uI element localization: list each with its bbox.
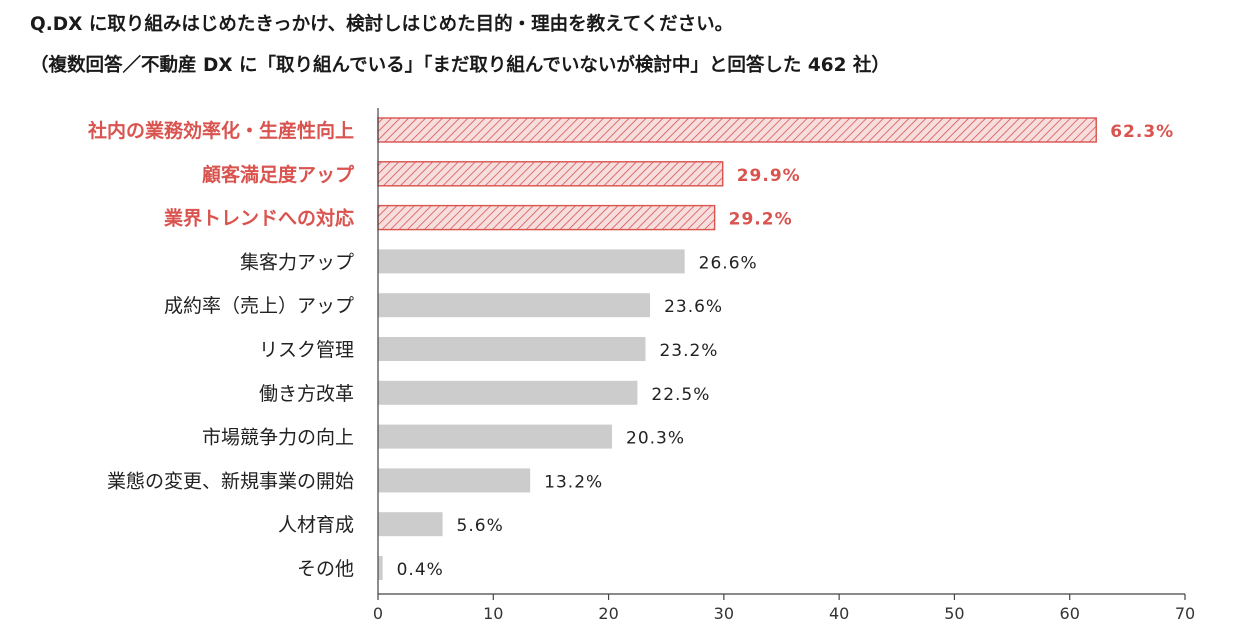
x-tick-label: 50 bbox=[944, 604, 964, 623]
category-label: 集客力アップ bbox=[240, 251, 354, 273]
x-tick-label: 0 bbox=[373, 604, 383, 623]
x-tick-label: 20 bbox=[598, 604, 618, 623]
chart-title: Q.DX に取り組みはじめたきっかけ、検討しはじめた目的・理由を教えてください。 bbox=[30, 14, 734, 35]
category-label: 顧客満足度アップ bbox=[202, 163, 355, 186]
value-label: 23.2% bbox=[659, 341, 718, 361]
x-tick-label: 70 bbox=[1175, 604, 1195, 623]
category-label: 業態の変更、新規事業の開始 bbox=[107, 470, 354, 492]
value-label: 29.2% bbox=[729, 210, 793, 230]
value-label: 5.6% bbox=[457, 516, 504, 536]
bar bbox=[377, 161, 724, 187]
category-label: 人材育成 bbox=[278, 514, 354, 536]
bar bbox=[378, 293, 651, 318]
category-label: 働き方改革 bbox=[259, 383, 354, 405]
value-label: 13.2% bbox=[544, 472, 603, 492]
category-label: リスク管理 bbox=[259, 339, 354, 361]
bar bbox=[377, 204, 716, 231]
category-label: 成約率（売上）アップ bbox=[164, 295, 354, 317]
value-label: 29.9% bbox=[737, 166, 801, 186]
bar bbox=[378, 468, 531, 493]
bar bbox=[378, 556, 383, 580]
value-label: 23.6% bbox=[664, 297, 723, 317]
value-label: 62.3% bbox=[1110, 122, 1174, 142]
bar bbox=[378, 249, 685, 274]
x-tick-label: 40 bbox=[829, 604, 849, 623]
x-tick-label: 10 bbox=[483, 604, 503, 623]
value-label: 26.6% bbox=[699, 253, 758, 273]
bar bbox=[378, 424, 613, 449]
value-label: 22.5% bbox=[651, 385, 710, 405]
category-label: 市場競争力の向上 bbox=[202, 427, 354, 449]
x-tick-label: 30 bbox=[714, 604, 734, 623]
category-label: 業界トレンドへの対応 bbox=[163, 207, 354, 230]
value-label: 20.3% bbox=[626, 429, 685, 449]
bar bbox=[377, 117, 1097, 143]
value-label: 0.4% bbox=[397, 560, 444, 580]
category-label: 社内の業務効率化・生産性向上 bbox=[87, 119, 354, 142]
bar bbox=[378, 337, 646, 361]
chart-subtitle: （複数回答／不動産 DX に「取り組んでいる」「まだ取り組んでいないが検討中」と… bbox=[30, 55, 890, 76]
category-label: その他 bbox=[297, 558, 354, 580]
x-tick-label: 60 bbox=[1060, 604, 1080, 623]
bar bbox=[378, 512, 443, 537]
bar bbox=[378, 380, 638, 405]
